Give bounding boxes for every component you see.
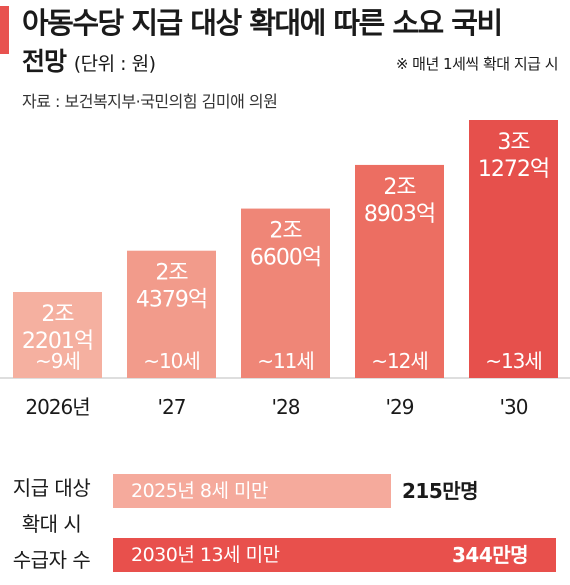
bar-value-label: 4379억 <box>136 288 207 313</box>
recipients-bar-2030: 2030년 13세 미만 <box>113 538 556 572</box>
row-label-line3: 수급자 수 <box>12 548 91 572</box>
bar-value-label: 2조 <box>383 175 416 200</box>
bar-value-label: 6600억 <box>250 246 321 271</box>
bar-value-label: 1272억 <box>478 157 549 182</box>
bar <box>241 208 330 378</box>
row-label-line2: 확대 시 <box>21 512 82 536</box>
recipients-bar-label: 2030년 13세 미만 <box>131 544 280 566</box>
bar-value-label: 3조 <box>497 130 530 155</box>
bar-age-label: ~12세 <box>371 349 428 373</box>
bar <box>469 120 558 378</box>
recipients-bar-label: 2025년 8세 미만 <box>131 480 268 502</box>
bar-value-label: 2조 <box>155 261 188 286</box>
x-tick-label: '27 <box>158 395 186 419</box>
x-tick-label: '29 <box>386 395 414 419</box>
row-label-line1: 지급 대상 <box>12 476 91 500</box>
bar <box>127 250 216 378</box>
bar-value-label: 2201억 <box>22 329 93 354</box>
x-tick-label: '28 <box>272 395 300 419</box>
unit-label: (단위 : 원) <box>73 53 156 75</box>
recipients-count-2030: 344만명 <box>452 543 529 567</box>
bar-value-label: 2조 <box>41 302 74 327</box>
bar-age-label: ~13세 <box>485 349 542 373</box>
title-accent-bar <box>0 6 9 54</box>
chart-title-line2: 전망 (단위 : 원) <box>22 47 156 76</box>
bar-age-label: ~10세 <box>143 349 200 373</box>
x-tick-label: '30 <box>500 395 528 419</box>
bar <box>13 292 102 378</box>
recipients-bar-2025: 2025년 8세 미만 <box>113 474 391 508</box>
bar-chart: 2조2201억~9세2026년2조4379억~10세'272조6600억~11세… <box>0 120 570 419</box>
source-label: 자료 : 보건복지부·국민의힘 김미애 의원 <box>22 92 278 111</box>
bar-age-label: ~11세 <box>257 349 314 373</box>
chart-note: ※ 매년 1세씩 확대 지급 시 <box>395 55 559 73</box>
bar-age-label: ~9세 <box>35 349 80 373</box>
bar-value-label: 2조 <box>269 219 302 244</box>
bar <box>355 164 444 378</box>
chart-title: 아동수당 지급 대상 확대에 따른 소요 국비 <box>22 6 503 40</box>
x-tick-label: 2026년 <box>25 395 89 419</box>
recipients-count-2025: 215만명 <box>402 479 479 503</box>
bar-value-label: 8903억 <box>364 202 435 227</box>
